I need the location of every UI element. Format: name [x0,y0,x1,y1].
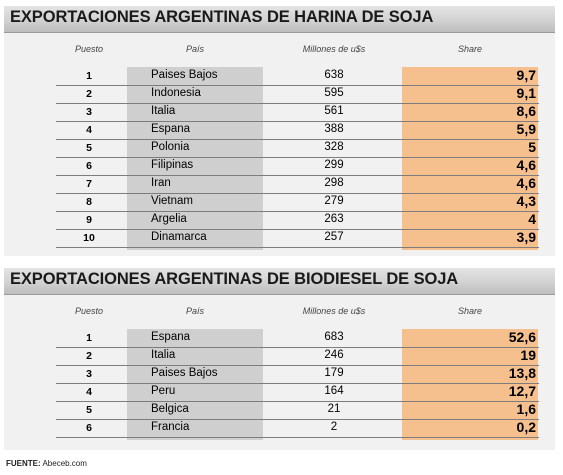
rank-cell: 2 [86,350,92,362]
value-cell: 328 [324,141,344,153]
biodiesel-table-row: 6 Francia 2 0,2 [56,419,539,438]
share-cell: 3,9 [516,229,536,245]
country-cell: Iran [151,177,171,189]
harina-table-row: 5 Polonia 328 5 [56,139,539,158]
value-cell: 279 [324,195,344,207]
rank-cell: 2 [86,88,92,100]
harina-table: Puesto País Millones de u$s Share 1 Paise… [4,33,555,256]
rank-cell: 4 [86,386,92,398]
harina-country-column [127,67,263,250]
country-cell: Vietnam [151,195,193,207]
biodiesel-table-row: 5 Belgica 21 1,6 [56,401,539,420]
harina-table-row: 4 Espana 388 5,9 [56,121,539,140]
country-cell: Filipinas [151,159,194,171]
share-cell: 4,6 [516,157,536,173]
share-cell: 8,6 [516,103,536,119]
harina-header-puesto: Puesto [74,44,104,54]
harina-header-millones: Millones de u$s [302,44,366,54]
rank-cell: 10 [83,232,95,244]
rank-cell: 1 [86,332,92,344]
country-cell: Italia [151,105,176,117]
rank-cell: 9 [86,214,92,226]
country-cell: Dinamarca [151,231,207,243]
harina-table-row: 2 Indonesia 595 9,1 [56,85,539,104]
share-cell: 9,1 [516,85,536,101]
share-cell: 13,8 [508,365,536,381]
rank-cell: 8 [86,196,92,208]
biodiesel-table-row: 4 Peru 164 12,7 [56,383,539,402]
biodiesel-title-banner: EXPORTACIONES ARGENTINAS DE BIODIESEL DE… [4,268,555,295]
harina-header-pais: País [185,44,204,54]
value-cell: 298 [324,177,344,189]
share-cell: 0,2 [516,419,536,435]
harina-table-row: 6 Filipinas 299 4,6 [56,157,539,176]
biodiesel-header-pais: País [185,306,204,316]
biodiesel-table-row: 2 Italia 246 19 [56,347,539,366]
harina-table-row: 10 Dinamarca 257 3,9 [56,229,539,248]
harina-table-row: 8 Vietnam 279 4,3 [56,193,539,212]
country-cell: Belgica [151,403,189,415]
share-cell: 1,6 [516,401,536,417]
share-cell: 9,7 [516,67,536,83]
country-cell: Espana [151,123,191,135]
biodiesel-header-puesto: Puesto [74,306,104,316]
rank-cell: 1 [86,70,92,82]
source-value: Abeceb.com [42,459,87,468]
source-label: FUENTE: [6,459,41,468]
value-cell: 683 [324,331,344,343]
value-cell: 257 [324,231,344,243]
country-cell: Polonia [151,141,190,153]
harina-header-share: Share [457,44,483,54]
value-cell: 21 [327,403,341,415]
value-cell: 595 [324,87,344,99]
value-cell: 164 [324,385,344,397]
harina-table-row: 9 Argelia 263 4 [56,211,539,230]
share-cell: 52,6 [508,329,536,345]
biodiesel-header-share: Share [457,306,483,316]
value-cell: 263 [324,213,344,225]
value-cell: 299 [324,159,344,171]
biodiesel-table: Puesto País Millones de u$s Share 1 Espan… [4,295,555,450]
value-cell: 561 [324,105,344,117]
rank-cell: 7 [86,178,92,190]
harina-title-banner: EXPORTACIONES ARGENTINAS DE HARINA DE SO… [4,6,555,33]
share-cell: 5 [528,139,536,155]
rank-cell: 6 [86,160,92,172]
share-cell: 5,9 [516,121,536,137]
biodiesel-header-millones: Millones de u$s [302,306,366,316]
harina-table-row: 7 Iran 298 4,6 [56,175,539,194]
rank-cell: 4 [86,124,92,136]
country-cell: Italia [151,349,176,361]
country-cell: Argelia [151,213,187,225]
biodiesel-table-row: 1 Espana 683 52,6 [56,329,539,348]
harina-table-row: 1 Paises Bajos 638 9,7 [56,67,539,86]
country-cell: Espana [151,331,191,343]
rank-cell: 3 [86,368,92,380]
share-cell: 4,3 [516,193,536,209]
biodiesel-title: EXPORTACIONES ARGENTINAS DE BIODIESEL DE… [10,270,459,288]
share-cell: 12,7 [508,383,536,399]
country-cell: Francia [151,421,190,433]
harina-title: EXPORTACIONES ARGENTINAS DE HARINA DE SO… [10,8,434,26]
rank-cell: 3 [86,106,92,118]
country-cell: Paises Bajos [151,69,218,81]
biodiesel-table-row: 3 Paises Bajos 179 13,8 [56,365,539,384]
harina-table-row: 3 Italia 561 8,6 [56,103,539,122]
share-cell: 4,6 [516,175,536,191]
rank-cell: 5 [86,142,92,154]
source-note: FUENTE: Abeceb.com [6,459,87,468]
country-cell: Indonesia [151,87,201,99]
share-cell: 4 [528,211,536,227]
value-cell: 246 [324,349,344,361]
rank-cell: 5 [86,404,92,416]
rank-cell: 6 [86,422,92,434]
value-cell: 179 [324,367,344,379]
value-cell: 388 [324,123,344,135]
share-cell: 19 [520,347,536,363]
harina-share-column [402,67,538,250]
country-cell: Paises Bajos [151,367,218,379]
value-cell: 2 [330,421,338,433]
country-cell: Peru [151,385,176,397]
value-cell: 638 [324,69,344,81]
